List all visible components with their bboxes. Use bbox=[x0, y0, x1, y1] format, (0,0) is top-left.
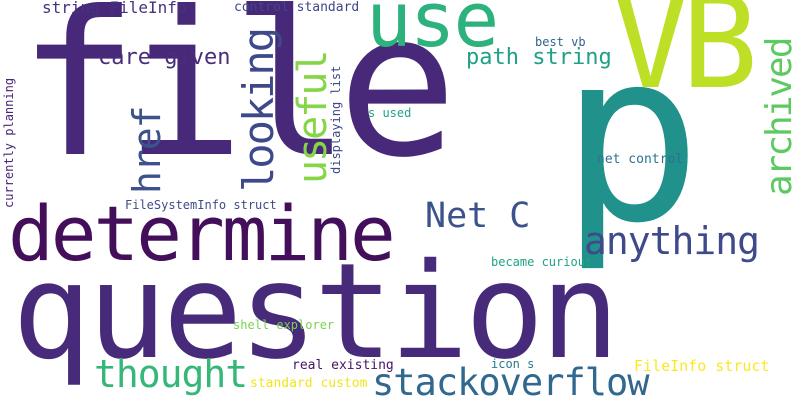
word-thought: thought bbox=[94, 352, 248, 396]
word-use: use bbox=[366, 0, 499, 64]
word-looking: looking bbox=[234, 28, 283, 192]
word-fileinfo-struct: FileInfo struct bbox=[634, 357, 770, 375]
word-archived: archived bbox=[759, 38, 800, 196]
word-p: p bbox=[560, 0, 703, 275]
word-filesysteminfo-struct: FileSystemInfo struct bbox=[125, 198, 277, 212]
word-net-control: net control bbox=[597, 152, 684, 167]
word-net-c: Net C bbox=[425, 196, 531, 236]
word-standard-custom: standard custom bbox=[250, 376, 368, 391]
word-control-standard: control standard bbox=[234, 0, 360, 15]
word-icon-s: icon s bbox=[491, 357, 535, 371]
word-anything: anything bbox=[584, 219, 760, 263]
word-file: file bbox=[18, 0, 458, 202]
word-useful: useful bbox=[290, 51, 336, 185]
word-question: question bbox=[12, 235, 620, 389]
word-vb: VB bbox=[612, 0, 758, 118]
word-s-used: s used bbox=[368, 106, 412, 120]
word-determine: determine bbox=[8, 189, 396, 278]
word-became-curious: became curious bbox=[491, 255, 593, 269]
word-displaying-list: displaying list bbox=[329, 65, 343, 174]
word-real-existing: real existing bbox=[292, 358, 394, 373]
word-stackoverflow: stackoverflow bbox=[372, 361, 650, 400]
word-best-vb: best vb bbox=[535, 35, 586, 49]
word-care-given: care given bbox=[98, 45, 231, 70]
word-path-string: path string bbox=[466, 45, 612, 70]
word-currently-planning: currently planning bbox=[2, 77, 16, 208]
word-shell-explorer: shell explorer bbox=[233, 318, 335, 332]
word-href: href bbox=[125, 106, 169, 194]
word-string-fileinfo: string FileInfo bbox=[42, 0, 187, 17]
